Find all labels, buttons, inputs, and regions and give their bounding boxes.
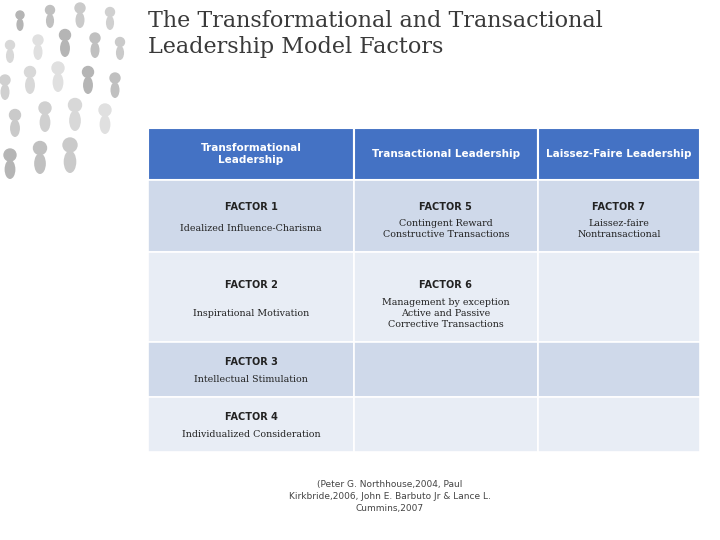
Bar <box>0 0 135 210</box>
Circle shape <box>110 73 120 83</box>
Ellipse shape <box>6 49 14 63</box>
Circle shape <box>60 30 71 40</box>
Ellipse shape <box>53 73 63 92</box>
Text: Individualized Consideration: Individualized Consideration <box>181 430 320 439</box>
Bar <box>148 252 354 342</box>
Circle shape <box>68 98 81 111</box>
Circle shape <box>115 37 125 46</box>
Text: FACTOR 3: FACTOR 3 <box>225 357 277 367</box>
Text: FACTOR 7: FACTOR 7 <box>593 201 645 212</box>
Text: Laissez-faire
Nontransactional: Laissez-faire Nontransactional <box>577 219 661 239</box>
Ellipse shape <box>110 82 120 98</box>
Ellipse shape <box>34 153 46 174</box>
Circle shape <box>75 3 85 13</box>
Ellipse shape <box>10 119 20 137</box>
Circle shape <box>33 35 43 45</box>
Circle shape <box>24 66 35 78</box>
Ellipse shape <box>60 39 70 57</box>
Ellipse shape <box>116 45 124 60</box>
Circle shape <box>34 141 47 154</box>
Text: Idealized Influence-Charisma: Idealized Influence-Charisma <box>180 225 322 233</box>
Text: FACTOR 2: FACTOR 2 <box>225 280 277 291</box>
Ellipse shape <box>106 16 114 30</box>
Bar <box>538 342 700 397</box>
Bar <box>354 128 538 180</box>
Circle shape <box>4 149 16 161</box>
Circle shape <box>45 5 55 15</box>
Text: Transformational
Leadership: Transformational Leadership <box>200 143 302 165</box>
Ellipse shape <box>25 76 35 94</box>
Ellipse shape <box>99 115 110 134</box>
Ellipse shape <box>63 151 76 173</box>
Circle shape <box>9 110 20 120</box>
Ellipse shape <box>91 42 99 58</box>
Bar <box>354 252 538 342</box>
Text: FACTOR 4: FACTOR 4 <box>225 413 277 422</box>
Text: FACTOR 1: FACTOR 1 <box>225 201 277 212</box>
Circle shape <box>99 104 111 116</box>
Circle shape <box>0 75 10 85</box>
Bar <box>148 180 354 252</box>
Circle shape <box>6 40 14 50</box>
Ellipse shape <box>1 84 9 100</box>
Circle shape <box>39 102 51 114</box>
Bar <box>148 342 354 397</box>
Text: Management by exception
Active and Passive
Corrective Transactions: Management by exception Active and Passi… <box>382 298 510 329</box>
Circle shape <box>106 8 114 17</box>
Text: (Peter G. Northhouse,2004, Paul
Kirkbride,2006, John E. Barbuto Jr & Lance L.
Cu: (Peter G. Northhouse,2004, Paul Kirkbrid… <box>289 480 491 512</box>
Text: Contingent Reward
Constructive Transactions: Contingent Reward Constructive Transacti… <box>382 219 509 239</box>
Circle shape <box>90 33 100 43</box>
Text: Intellectual Stimulation: Intellectual Stimulation <box>194 375 308 384</box>
Ellipse shape <box>34 44 42 60</box>
Bar <box>538 180 700 252</box>
Ellipse shape <box>46 14 54 28</box>
Circle shape <box>83 66 94 78</box>
Text: FACTOR 6: FACTOR 6 <box>419 280 472 291</box>
Bar <box>148 128 354 180</box>
Bar <box>538 252 700 342</box>
Text: FACTOR 5: FACTOR 5 <box>419 201 472 212</box>
Ellipse shape <box>76 12 84 28</box>
Bar <box>148 397 354 452</box>
Text: Inspirational Motivation: Inspirational Motivation <box>193 309 309 318</box>
Text: The Transformational and Transactional
Leadership Model Factors: The Transformational and Transactional L… <box>148 10 603 58</box>
Bar <box>354 180 538 252</box>
Circle shape <box>16 11 24 19</box>
Bar <box>354 397 538 452</box>
Ellipse shape <box>83 76 93 94</box>
Text: Transactional Leadership: Transactional Leadership <box>372 149 520 159</box>
Ellipse shape <box>4 160 15 179</box>
Ellipse shape <box>69 110 81 131</box>
Bar <box>538 397 700 452</box>
Bar <box>538 128 700 180</box>
Bar <box>354 342 538 397</box>
Circle shape <box>52 62 64 74</box>
Text: Laissez-Faire Leadership: Laissez-Faire Leadership <box>546 149 692 159</box>
Ellipse shape <box>40 113 50 132</box>
Ellipse shape <box>17 18 24 31</box>
Circle shape <box>63 138 77 152</box>
